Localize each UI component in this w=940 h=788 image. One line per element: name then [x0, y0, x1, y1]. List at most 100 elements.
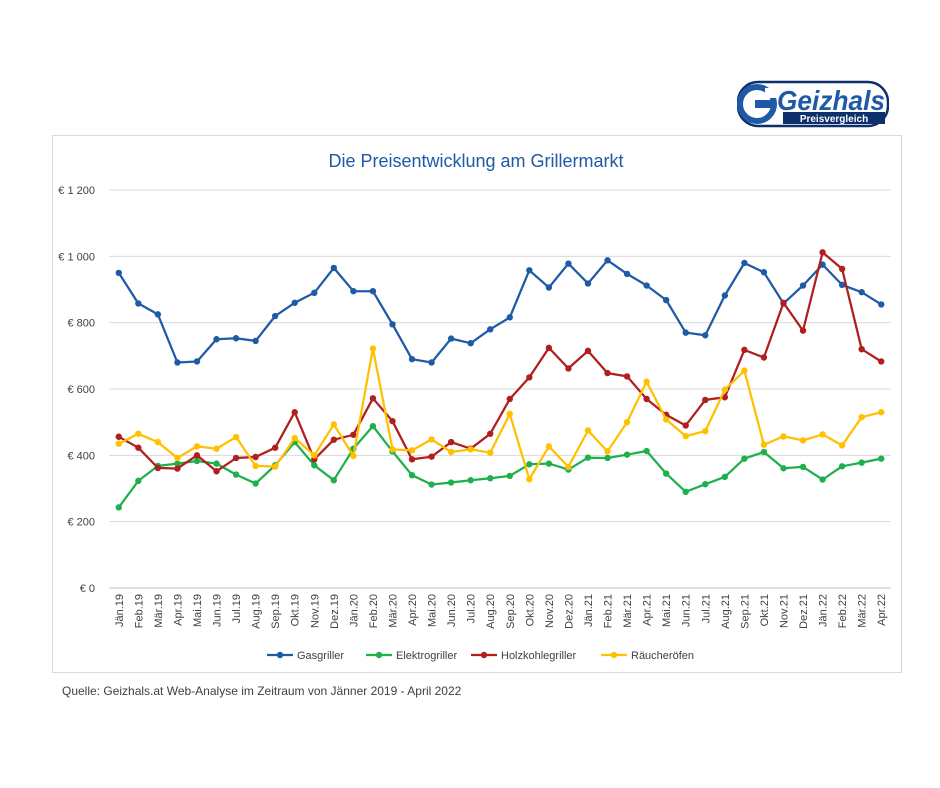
data-point: [741, 455, 748, 462]
data-point: [760, 441, 768, 448]
y-tick-label: € 400: [67, 450, 95, 462]
y-tick-label: € 800: [67, 318, 95, 330]
data-point: [174, 465, 181, 472]
data-point: [154, 438, 162, 446]
data-point: [545, 443, 553, 450]
data-point: [799, 282, 807, 289]
data-point: [232, 335, 240, 342]
legend: Gasgriller Elektrogriller Holzkohlegriller…: [267, 650, 694, 662]
x-tick-label: Mai.19: [192, 594, 204, 627]
data-point: [584, 427, 592, 434]
x-axis-ticks: Jän.19 Feb.19 Mär.19 Apr.19 Mai.19 Jun.19 Jul.…: [114, 594, 888, 629]
data-point: [467, 446, 474, 453]
legend-item: Räucheröfen: [601, 650, 694, 662]
data-point: [878, 409, 885, 416]
data-point: [702, 480, 709, 488]
gridlines: [109, 189, 891, 589]
data-point: [760, 354, 768, 361]
x-tick-label: Jun.19: [212, 594, 224, 627]
y-tick-label: € 1 000: [58, 251, 95, 263]
data-point: [760, 448, 768, 456]
x-tick-label: Sep.21: [739, 594, 751, 629]
data-point: [526, 461, 533, 468]
data-point: [115, 504, 122, 511]
data-point: [682, 488, 689, 496]
data-point: [369, 422, 377, 430]
x-tick-label: Jän.22: [818, 594, 830, 627]
data-point: [487, 475, 494, 482]
y-tick-label: € 200: [67, 517, 95, 529]
data-point: [330, 421, 338, 428]
x-tick-label: Mär.20: [387, 594, 399, 628]
x-tick-label: Jän.20: [348, 594, 360, 627]
data-point: [526, 267, 533, 274]
data-point: [408, 456, 416, 463]
data-point: [135, 444, 142, 451]
data-point: [819, 476, 826, 483]
data-point: [487, 326, 494, 333]
x-tick-label: Jul.20: [466, 594, 478, 623]
legend-label: Holzkohlegriller: [501, 650, 577, 662]
x-tick-label: Dez.20: [563, 594, 575, 629]
data-point: [682, 329, 689, 336]
x-tick-label: Sep.19: [270, 594, 282, 629]
data-point: [838, 281, 846, 289]
x-tick-label: Mai.21: [661, 594, 673, 627]
data-point: [213, 468, 220, 475]
data-point: [389, 417, 396, 425]
data-point: [174, 454, 181, 462]
x-tick-label: Feb.20: [368, 594, 380, 628]
data-point: [389, 321, 396, 328]
data-point: [643, 378, 650, 385]
series-line: [118, 347, 882, 481]
data-point: [330, 477, 338, 484]
logo-brand: Geizhals: [777, 85, 885, 116]
data-point: [193, 457, 201, 465]
x-tick-label: Jul.19: [231, 594, 243, 623]
data-point: [447, 438, 455, 446]
data-point: [447, 335, 455, 342]
data-point: [838, 265, 846, 273]
data-point: [193, 443, 201, 450]
data-point: [252, 480, 259, 487]
x-tick-label: Nov.21: [778, 594, 790, 628]
data-point: [545, 344, 553, 352]
data-point: [721, 394, 729, 401]
x-tick-label: Mär.22: [857, 594, 869, 628]
data-point: [584, 280, 592, 287]
data-point: [799, 437, 807, 444]
x-tick-label: Apr.22: [876, 594, 888, 626]
legend-swatch-marker: [375, 651, 383, 659]
series-line: [117, 424, 882, 509]
data-point: [838, 442, 846, 449]
data-point: [623, 270, 631, 278]
data-point: [526, 374, 533, 381]
y-tick-label: € 0: [80, 583, 95, 595]
data-point: [428, 481, 435, 488]
data-point: [604, 454, 611, 462]
data-point: [702, 427, 709, 435]
data-point: [799, 327, 807, 334]
x-tick-label: Feb.21: [603, 594, 615, 628]
data-point: [271, 444, 279, 451]
data-point: [545, 284, 553, 291]
x-tick-label: Dez.19: [329, 594, 341, 629]
x-tick-label: Aug.19: [251, 594, 263, 629]
data-point: [604, 369, 611, 377]
data-point: [311, 462, 318, 469]
legend-swatch-marker: [610, 651, 618, 659]
data-point: [780, 465, 787, 472]
data-point: [623, 373, 631, 380]
series-elektrogriller: [115, 422, 885, 511]
data-point: [643, 282, 650, 289]
chart-area: Die Preisentwicklung am Grillermarkt € 0…: [52, 135, 902, 673]
logo-tagline: Preisvergleich: [800, 114, 868, 125]
data-point: [252, 453, 259, 461]
x-tick-label: Okt.19: [290, 594, 302, 626]
x-tick-label: Mai.20: [427, 594, 439, 627]
legend-label: Gasgriller: [297, 650, 344, 662]
x-tick-label: Okt.21: [759, 594, 771, 626]
y-tick-label: € 1 200: [58, 185, 95, 197]
data-point: [154, 311, 162, 318]
data-point: [389, 446, 396, 453]
